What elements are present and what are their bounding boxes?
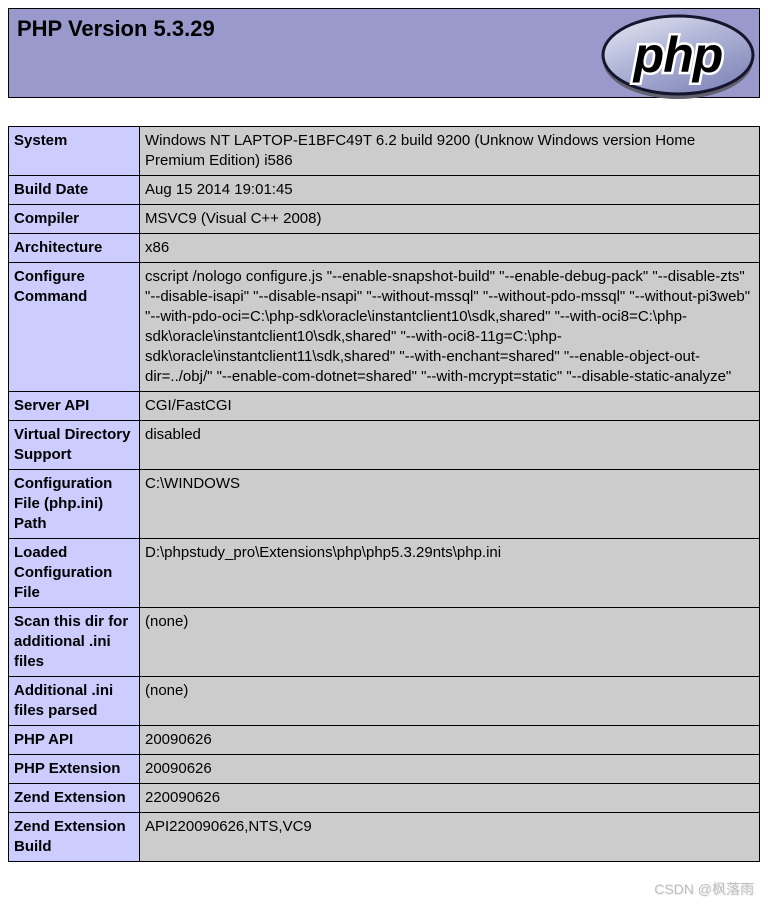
row-label: Build Date xyxy=(8,175,140,205)
row-value: (none) xyxy=(139,676,760,726)
row-value: 20090626 xyxy=(139,754,760,784)
row-label: PHP API xyxy=(8,725,140,755)
php-info-table: System Windows NT LAPTOP-E1BFC49T 6.2 bui… xyxy=(8,126,760,862)
table-row: Server API CGI/FastCGI xyxy=(8,391,760,421)
table-row: Configure Command cscript /nologo configu… xyxy=(8,262,760,392)
table-row: PHP Extension 20090626 xyxy=(8,754,760,784)
table-row: Scan this dir for additional .ini files(… xyxy=(8,607,760,677)
table-row: Loaded Configuration File D:\phpstudy_pro… xyxy=(8,538,760,608)
php-logo-ellipse xyxy=(601,14,755,96)
row-label: Additional .ini files parsed xyxy=(8,676,140,726)
row-value: (none) xyxy=(139,607,760,677)
row-value: CGI/FastCGI xyxy=(139,391,760,421)
row-value: C:\WINDOWS xyxy=(139,469,760,539)
table-row: Architecture x86 xyxy=(8,233,760,263)
page-title: PHP Version 5.3.29 xyxy=(17,16,215,41)
row-value: x86 xyxy=(139,233,760,263)
table-row: Configuration File (php.ini) Path C:\WIND… xyxy=(8,469,760,539)
csdn-watermark: CSDN @枫落雨 xyxy=(654,881,754,897)
row-label: Compiler xyxy=(8,204,140,234)
row-value: cscript /nologo configure.js "--enable-s… xyxy=(139,262,760,392)
row-label: System xyxy=(8,126,140,176)
row-label: Zend Extension Build xyxy=(8,812,140,862)
row-label: PHP Extension xyxy=(8,754,140,784)
php-info-table-body: System Windows NT LAPTOP-E1BFC49T 6.2 bui… xyxy=(8,126,760,862)
row-label: Architecture xyxy=(8,233,140,263)
row-label: Zend Extension xyxy=(8,783,140,813)
row-value: MSVC9 (Visual C++ 2008) xyxy=(139,204,760,234)
row-value: 20090626 xyxy=(139,725,760,755)
table-row: Zend Extension 220090626 xyxy=(8,783,760,813)
table-row: Virtual Directory Support disabled xyxy=(8,420,760,470)
php-header-banner: PHP Version 5.3.29 php xyxy=(8,8,760,100)
row-value: D:\phpstudy_pro\Extensions\php\php5.3.29… xyxy=(139,538,760,608)
row-value: Windows NT LAPTOP-E1BFC49T 6.2 build 920… xyxy=(139,126,760,176)
php-logo-icon: php xyxy=(599,12,757,100)
table-row: Additional .ini files parsed (none) xyxy=(8,676,760,726)
table-row: PHP API 20090626 xyxy=(8,725,760,755)
row-value: disabled xyxy=(139,420,760,470)
row-label: Virtual Directory Support xyxy=(8,420,140,470)
row-label: Loaded Configuration File xyxy=(8,538,140,608)
table-row: System Windows NT LAPTOP-E1BFC49T 6.2 bui… xyxy=(8,126,760,176)
row-label: Configure Command xyxy=(8,262,140,392)
php-logo-svg: php xyxy=(601,14,755,99)
php-logo-text: php xyxy=(632,27,723,83)
table-row: Build Date Aug 15 2014 19:01:45 xyxy=(8,175,760,205)
row-value: Aug 15 2014 19:01:45 xyxy=(139,175,760,205)
row-label: Configuration File (php.ini) Path xyxy=(8,469,140,539)
row-value: API220090626,NTS,VC9 xyxy=(139,812,760,862)
table-row: Compiler MSVC9 (Visual C++ 2008) xyxy=(8,204,760,234)
row-value: 220090626 xyxy=(139,783,760,813)
table-row: Zend Extension Build API220090626,NTS,VC9 xyxy=(8,812,760,862)
row-label: Server API xyxy=(8,391,140,421)
row-label: Scan this dir for additional .ini files xyxy=(8,607,140,677)
